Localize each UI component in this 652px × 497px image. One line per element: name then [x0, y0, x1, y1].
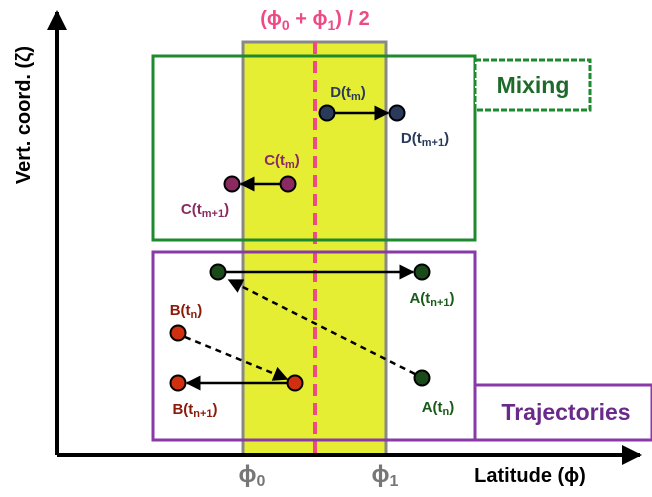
label-part: A(t — [409, 290, 430, 307]
point-label: D(tm+1) — [401, 130, 449, 149]
label-part: n — [443, 406, 450, 418]
point-label: C(tm) — [264, 152, 300, 171]
x-tick-label: ϕ1 — [372, 461, 399, 490]
point — [169, 374, 187, 392]
label-part: m+1 — [202, 208, 224, 220]
label-part: (ϕ — [260, 8, 282, 30]
point — [286, 374, 304, 392]
label-part: ) — [213, 401, 218, 418]
label-part: ) — [295, 152, 300, 169]
point-label: D(tm) — [330, 84, 366, 103]
label-part: n+1 — [430, 297, 449, 309]
point-label: A(tn+1) — [409, 290, 454, 309]
label-part: ) — [449, 399, 454, 416]
label-part: 1 — [328, 17, 336, 33]
point — [279, 175, 297, 193]
point-label: B(tn+1) — [172, 401, 217, 420]
mid-label: (ϕ0 + ϕ1) / 2 — [260, 8, 370, 33]
points — [169, 104, 431, 392]
point-label: C(tm+1) — [181, 201, 229, 220]
point — [413, 263, 431, 281]
label-part: ) — [197, 302, 202, 319]
trajectories-label-box — [473, 383, 652, 442]
label-part: 0 — [282, 17, 290, 33]
y-axis-label: Vert. coord. (ζ) — [13, 46, 35, 184]
point — [388, 104, 406, 122]
label-part: C(t — [181, 201, 202, 218]
label-part: ) — [361, 84, 366, 101]
label-part: ) / 2 — [335, 8, 369, 30]
label-part: m+1 — [422, 137, 444, 149]
label-part: + ϕ — [290, 8, 328, 30]
arrows — [184, 105, 416, 391]
point-label: A(tn) — [422, 399, 455, 418]
label-part: m — [351, 91, 361, 103]
mixing-label-box — [473, 58, 592, 112]
label-part: n+1 — [193, 408, 212, 420]
box-label: Mixing — [497, 72, 570, 98]
label-part: A(t — [422, 399, 443, 416]
arrow — [227, 278, 416, 376]
point — [223, 175, 241, 193]
label-part: ϕ — [372, 461, 390, 488]
point — [318, 104, 336, 122]
label-part: ) — [224, 201, 229, 218]
mixing-box — [151, 54, 477, 242]
point — [169, 324, 187, 342]
point — [209, 263, 227, 281]
label-part: n — [191, 309, 198, 321]
trajectories-box — [151, 250, 477, 442]
label-part: 1 — [390, 473, 399, 490]
point-label: B(tn) — [170, 302, 203, 321]
label-part: D(t — [401, 130, 422, 147]
x-tick-label: ϕ0 — [239, 461, 266, 490]
label-part: m — [285, 159, 295, 171]
label-part: ) — [450, 290, 455, 307]
label-part: D(t — [330, 84, 351, 101]
label-part: ) — [444, 130, 449, 147]
label-part: B(t — [172, 401, 193, 418]
label-part: C(t — [264, 152, 285, 169]
label-part: B(t — [170, 302, 191, 319]
point — [413, 369, 431, 387]
box-label: Trajectories — [501, 399, 630, 425]
arrow — [184, 335, 289, 381]
label-part: 0 — [257, 473, 266, 490]
label-part: ϕ — [239, 461, 257, 488]
x-axis-label: Latitude (ϕ) — [474, 465, 586, 487]
